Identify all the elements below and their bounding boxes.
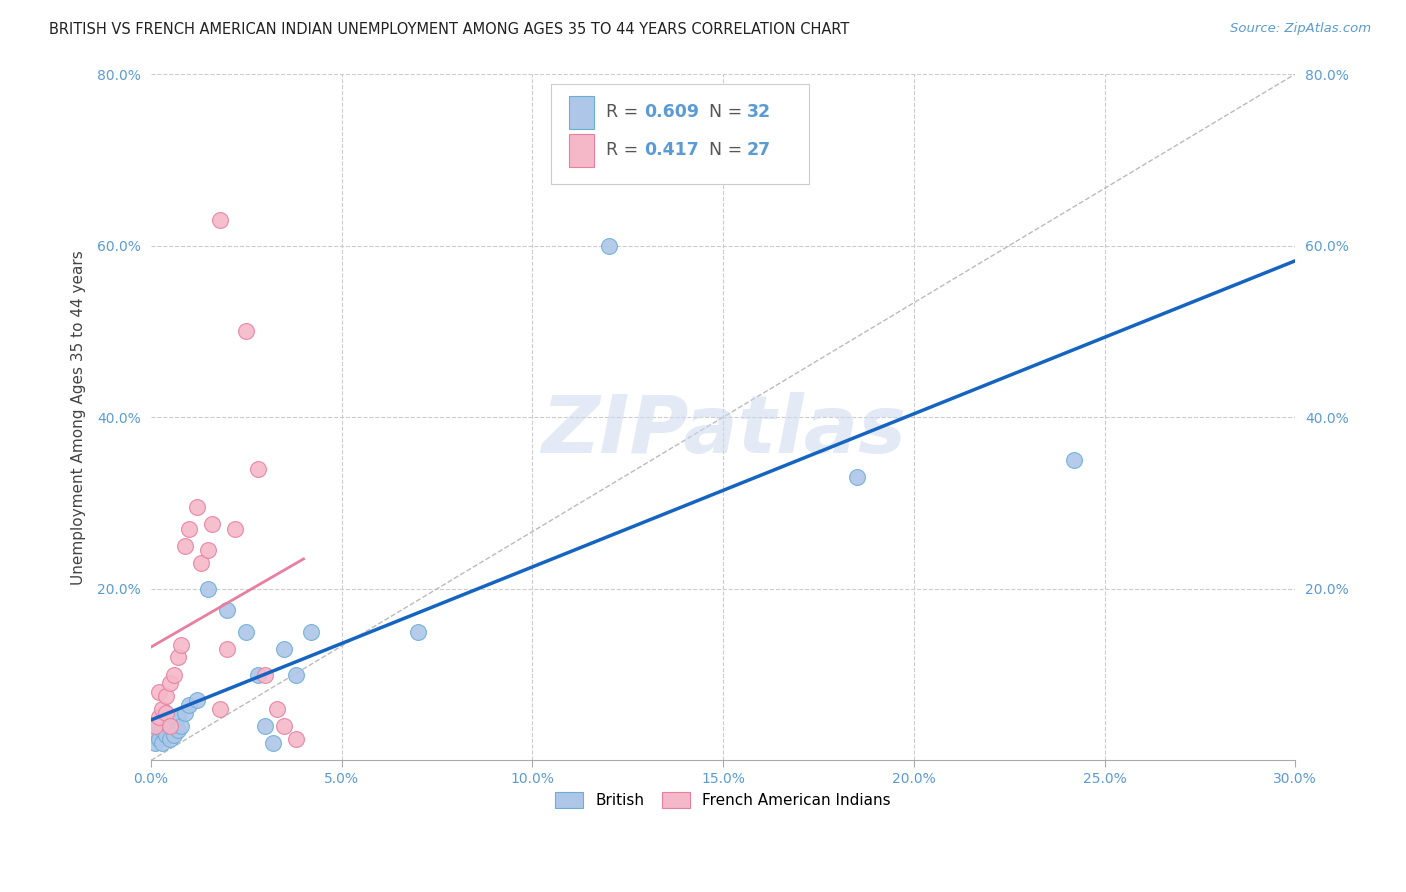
Text: 27: 27 bbox=[747, 141, 772, 159]
Point bbox=[148, 719, 170, 733]
Point bbox=[163, 667, 186, 681]
Point bbox=[284, 731, 307, 746]
Point bbox=[143, 736, 166, 750]
Point bbox=[148, 731, 170, 746]
Text: N =: N = bbox=[710, 141, 748, 159]
Point bbox=[186, 693, 208, 707]
Point bbox=[598, 238, 620, 252]
Point bbox=[190, 556, 212, 570]
Point bbox=[166, 710, 188, 724]
Point bbox=[201, 517, 224, 532]
Point bbox=[197, 582, 219, 596]
Point bbox=[159, 676, 181, 690]
FancyBboxPatch shape bbox=[551, 85, 808, 184]
Point bbox=[170, 638, 193, 652]
Y-axis label: Unemployment Among Ages 35 to 44 years: Unemployment Among Ages 35 to 44 years bbox=[72, 250, 86, 584]
Text: R =: R = bbox=[606, 103, 644, 121]
Point bbox=[143, 719, 166, 733]
Point bbox=[273, 719, 295, 733]
Point bbox=[406, 624, 429, 639]
Point bbox=[143, 723, 166, 738]
Point bbox=[159, 719, 181, 733]
Point bbox=[163, 710, 186, 724]
Text: 0.417: 0.417 bbox=[644, 141, 699, 159]
Point bbox=[284, 667, 307, 681]
Point bbox=[197, 543, 219, 558]
Point bbox=[246, 461, 269, 475]
Point bbox=[235, 624, 257, 639]
Point bbox=[150, 723, 173, 738]
Text: BRITISH VS FRENCH AMERICAN INDIAN UNEMPLOYMENT AMONG AGES 35 TO 44 YEARS CORRELA: BRITISH VS FRENCH AMERICAN INDIAN UNEMPL… bbox=[49, 22, 849, 37]
Point bbox=[186, 500, 208, 515]
Point bbox=[177, 522, 200, 536]
Point bbox=[299, 624, 322, 639]
Point bbox=[150, 710, 173, 724]
Point bbox=[159, 719, 181, 733]
Text: N =: N = bbox=[710, 103, 748, 121]
Point bbox=[217, 641, 239, 656]
Point bbox=[166, 723, 188, 738]
Point bbox=[208, 702, 231, 716]
Point bbox=[217, 603, 239, 617]
Text: 0.609: 0.609 bbox=[644, 103, 699, 121]
Point bbox=[159, 731, 181, 746]
Point bbox=[155, 689, 177, 703]
Point bbox=[166, 650, 188, 665]
Point bbox=[170, 719, 193, 733]
Point bbox=[148, 685, 170, 699]
Point bbox=[174, 539, 197, 553]
FancyBboxPatch shape bbox=[568, 134, 593, 167]
Text: Source: ZipAtlas.com: Source: ZipAtlas.com bbox=[1230, 22, 1371, 36]
Point bbox=[208, 212, 231, 227]
Text: R =: R = bbox=[606, 141, 644, 159]
Point bbox=[148, 710, 170, 724]
Point bbox=[845, 470, 868, 484]
Point bbox=[262, 736, 284, 750]
Point bbox=[1063, 453, 1085, 467]
Point bbox=[174, 706, 197, 721]
Point bbox=[224, 522, 246, 536]
Point bbox=[150, 736, 173, 750]
Point bbox=[155, 706, 177, 721]
FancyBboxPatch shape bbox=[568, 96, 593, 129]
Point bbox=[155, 728, 177, 742]
Point bbox=[246, 667, 269, 681]
Point bbox=[254, 667, 277, 681]
Point bbox=[266, 702, 288, 716]
Point bbox=[254, 719, 277, 733]
Point bbox=[163, 728, 186, 742]
Text: ZIPatlas: ZIPatlas bbox=[540, 392, 905, 470]
Legend: British, French American Indians: British, French American Indians bbox=[550, 786, 897, 814]
Point bbox=[273, 641, 295, 656]
Point bbox=[150, 702, 173, 716]
Text: 32: 32 bbox=[747, 103, 772, 121]
Point bbox=[155, 714, 177, 729]
Point bbox=[177, 698, 200, 712]
Point bbox=[235, 325, 257, 339]
